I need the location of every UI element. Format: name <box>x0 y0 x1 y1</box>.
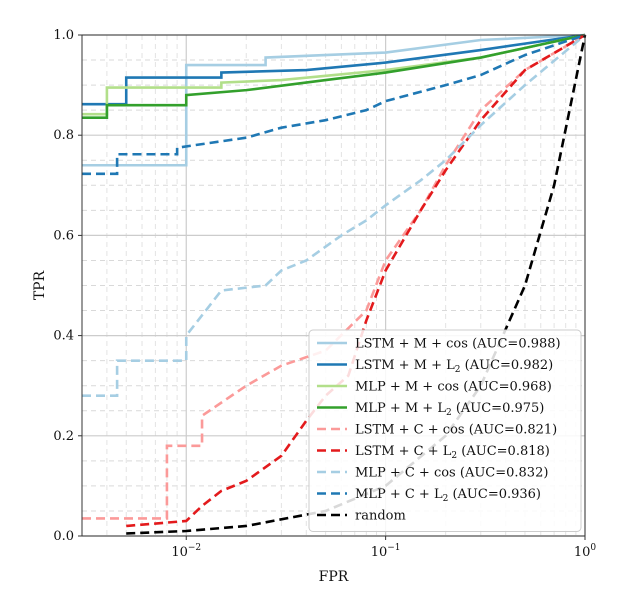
legend-label-6: LSTM + C + L2 (AUC=0.818) <box>355 444 550 461</box>
x-tick-label: 10−1 <box>371 543 401 560</box>
legend: LSTM + M + cos (AUC=0.988) LSTM + M + L2 … <box>308 329 582 532</box>
y-tick-label: 0.0 <box>53 529 74 544</box>
series-line-1 <box>82 33 586 167</box>
y-tick-label: 1.0 <box>53 28 74 43</box>
legend-label-4: MLP + M + L2 (AUC=0.975) <box>355 401 544 418</box>
series-line-4 <box>82 33 586 119</box>
y-axis-label: TPR <box>32 270 48 300</box>
legend-label-3: MLP + M + cos (AUC=0.968) <box>355 380 552 395</box>
series-line-2 <box>82 33 586 106</box>
series-line-9 <box>126 34 587 535</box>
legend-label-8: MLP + C + L2 (AUC=0.936) <box>355 487 541 504</box>
x-tick-label: 10−2 <box>171 543 201 560</box>
x-tick-label: 100 <box>574 543 597 560</box>
legend-label-9: random <box>355 509 406 524</box>
series-line-7 <box>82 34 586 398</box>
plot-frame <box>81 34 586 537</box>
series-line-8 <box>82 33 586 176</box>
y-tick-label: 0.8 <box>53 128 74 143</box>
legend-label-5: LSTM + C + cos (AUC=0.821) <box>355 423 557 438</box>
legend-label-1: LSTM + M + cos (AUC=0.988) <box>355 337 561 352</box>
series-line-5 <box>82 33 586 520</box>
axis-ticks: 0.0 0.2 0.4 0.6 0.8 1.0 10−2 10−1 100 <box>53 28 596 560</box>
x-axis-label: FPR <box>319 569 349 585</box>
legend-label-2: LSTM + M + L2 (AUC=0.982) <box>355 358 553 375</box>
legend-box <box>308 329 582 532</box>
y-tick-label: 0.4 <box>53 329 74 344</box>
y-tick-label: 0.6 <box>53 228 74 243</box>
y-tick-label: 0.2 <box>53 429 74 444</box>
legend-label-7: MLP + C + cos (AUC=0.832) <box>355 466 548 481</box>
